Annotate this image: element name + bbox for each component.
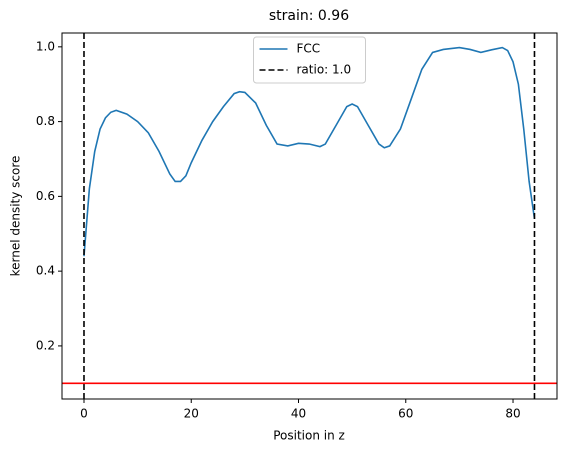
legend-label: FCC	[297, 42, 321, 56]
y-tick-label: 1.0	[36, 39, 55, 53]
x-tick-label: 40	[291, 407, 306, 421]
y-tick-label: 0.2	[36, 338, 55, 352]
x-axis-label: Position in z	[273, 429, 345, 443]
y-tick-label: 0.4	[36, 264, 55, 278]
x-tick-label: 80	[505, 407, 520, 421]
chart-title: strain: 0.96	[269, 8, 349, 24]
y-axis-label: kernel density score	[9, 156, 23, 277]
data-line	[83, 46, 536, 257]
legend-label: ratio: 1.0	[297, 63, 352, 77]
x-tick-label: 20	[184, 407, 199, 421]
y-tick-label: 0.6	[36, 189, 55, 203]
x-tick-label: 60	[398, 407, 413, 421]
x-tick-label: 0	[80, 407, 88, 421]
y-tick-label: 0.8	[36, 114, 55, 128]
plot-frame	[61, 32, 558, 400]
